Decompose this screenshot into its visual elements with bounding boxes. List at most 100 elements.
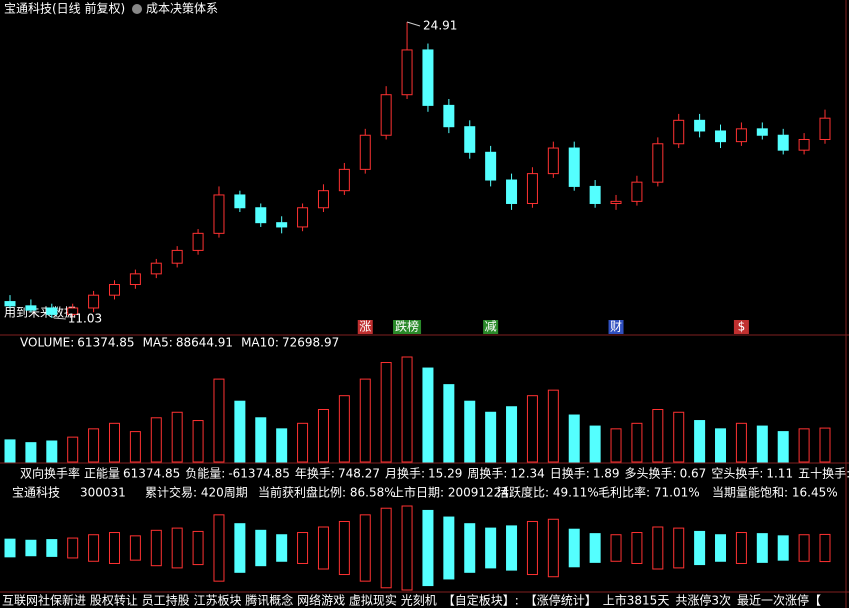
volume-bar	[694, 420, 706, 463]
info-text: 300031	[80, 486, 126, 500]
indicator[interactable]: 成本决策体系	[146, 2, 218, 16]
turnover-bar	[234, 523, 246, 573]
volume-bar	[4, 439, 16, 463]
candle-body	[631, 181, 643, 202]
volume-bar	[819, 427, 831, 463]
volume-legend-value: 61374.85	[77, 336, 134, 350]
turnover-bar	[694, 530, 706, 566]
candle-body	[464, 126, 476, 153]
turnover-bar	[108, 532, 120, 564]
turnover-bar	[129, 535, 141, 561]
candle-body	[819, 117, 831, 141]
volume-legend-label: MA5:	[143, 336, 173, 350]
volume-legend-value: 72698.97	[282, 336, 339, 350]
volume-bar	[506, 406, 518, 463]
candle-body	[756, 128, 768, 136]
stat-value: -61374.85	[228, 467, 290, 481]
candle-body	[171, 249, 183, 264]
volume-bar	[777, 431, 789, 463]
turnover-bar	[359, 514, 371, 582]
turnover-bar	[67, 537, 79, 559]
candle-body	[4, 301, 16, 307]
volume-bar	[464, 400, 476, 463]
stat-label: 日换手:	[550, 467, 590, 481]
event-label: 财	[610, 320, 622, 334]
turnover-bar	[297, 532, 309, 564]
info-text: 毛利比率: 71.01%	[598, 485, 700, 500]
turnover-bar	[652, 526, 664, 570]
event-badge	[733, 320, 749, 334]
footer-text: 【自定板块】:	[443, 593, 519, 608]
stat-value: 61374.85	[123, 467, 180, 481]
turnover-bar	[589, 533, 601, 563]
turnover-bar	[568, 528, 580, 568]
turnover-bar	[631, 532, 643, 564]
candle-body	[443, 104, 455, 128]
candle-body	[129, 273, 141, 286]
event-badge	[483, 320, 499, 334]
turnover-bar	[777, 535, 789, 561]
turnover-bar	[526, 520, 538, 576]
candle-body	[276, 222, 288, 228]
dropdown-icon[interactable]	[132, 4, 142, 14]
stat-label: 五十换手:	[798, 467, 849, 481]
turnover-bar	[192, 530, 204, 566]
info-text: 当前获利盘比例: 86.58%	[258, 485, 396, 500]
volume-bar	[610, 428, 622, 463]
candle-body	[715, 130, 727, 143]
event-label: $	[738, 320, 746, 334]
candle-body	[798, 139, 810, 151]
event-label: 涨	[359, 319, 371, 334]
turnover-bar	[171, 527, 183, 569]
info-text: 宝通科技	[12, 486, 60, 500]
stat-label: 空头换手:	[711, 467, 763, 481]
candle-body	[213, 194, 225, 234]
volume-bar	[213, 378, 225, 463]
stat-label: 年换手:	[295, 467, 335, 481]
volume-bar	[652, 409, 664, 463]
candle-body	[150, 262, 162, 275]
event-label: 跌榜	[395, 319, 419, 334]
turnover-bar	[819, 533, 831, 563]
volume-bar	[338, 395, 350, 463]
volume-bar	[798, 428, 810, 463]
candle-body	[589, 185, 601, 204]
volume-bar	[88, 428, 100, 463]
volume-bar	[485, 411, 497, 463]
turnover-bar	[4, 538, 16, 558]
event-label: 减	[485, 320, 497, 334]
stat-value: 0.67	[680, 467, 707, 481]
volume-bar	[422, 367, 434, 463]
stat-value: 12.34	[510, 467, 544, 481]
stat-value: 15.29	[428, 467, 462, 481]
volume-bar	[526, 395, 538, 463]
volume-bar	[46, 440, 58, 463]
volume-bar	[673, 411, 685, 463]
volume-bar	[715, 428, 727, 463]
stat-label: 多头换手:	[625, 467, 677, 481]
turnover-bar	[485, 527, 497, 569]
event-badge	[393, 320, 422, 334]
turnover-bar	[88, 534, 100, 562]
candle-body	[485, 151, 497, 181]
footer-text: 共涨停3次	[675, 593, 731, 608]
turnover-bar	[338, 520, 350, 576]
candle-body	[317, 190, 329, 209]
candle-body	[297, 207, 309, 228]
turnover-bar	[506, 525, 518, 571]
low-label: 11.03	[68, 312, 102, 326]
stat-label: 周换手:	[467, 467, 507, 481]
volume-bar	[234, 400, 246, 463]
volume-bar	[756, 425, 768, 463]
candle-body	[380, 94, 392, 136]
volume-bar	[108, 422, 120, 463]
volume-bar	[317, 409, 329, 463]
volume-bar	[568, 414, 580, 463]
footer-text: 最近一次涨停【	[737, 593, 821, 608]
volume-bar	[359, 378, 371, 463]
candle-body	[673, 119, 685, 145]
candle-body	[46, 307, 58, 315]
volume-bar	[735, 422, 747, 463]
info-text: 上市日期: 20091224	[392, 485, 509, 500]
